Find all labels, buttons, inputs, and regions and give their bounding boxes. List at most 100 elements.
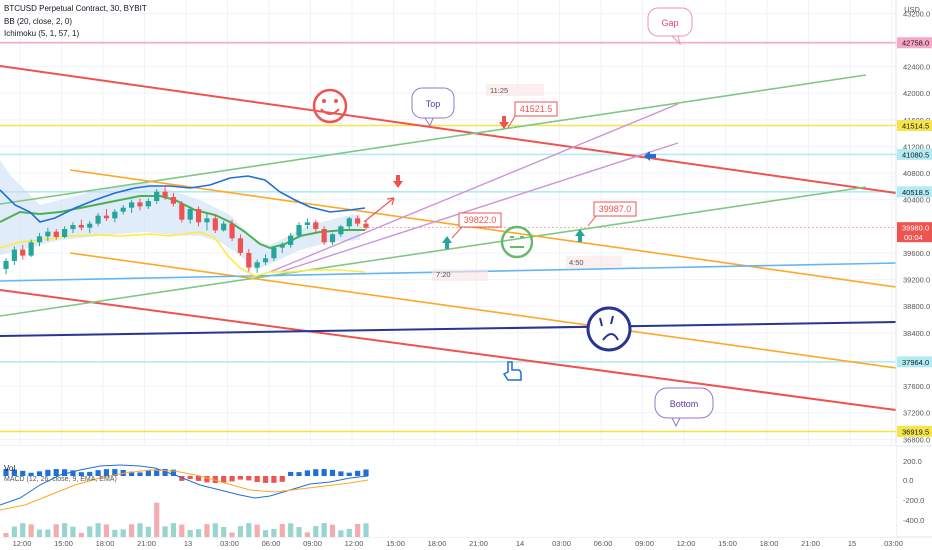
- volume-bar: [145, 526, 151, 537]
- time-tick-label: 15:00: [54, 539, 73, 548]
- price-tick-label: 42000.0: [903, 89, 930, 98]
- candle-body: [254, 262, 260, 268]
- volume-bar: [112, 529, 118, 537]
- candle-body: [363, 223, 369, 228]
- bb-legend[interactable]: BB (20, close, 2, 0): [4, 17, 73, 26]
- price-marker-label: 41514.5: [902, 122, 929, 131]
- price-marker-box: [897, 425, 932, 437]
- macd-lines: [0, 464, 369, 511]
- candle-body: [162, 191, 168, 198]
- volume-bar: [221, 526, 227, 537]
- price-label-39987: 39987.0: [587, 201, 637, 227]
- macd-histogram-bar: [145, 470, 151, 476]
- price-marker-box: [897, 222, 932, 243]
- volume-bar: [288, 523, 294, 537]
- gap-callout[interactable]: Gap: [647, 7, 693, 46]
- price-tick-label: 40400.0: [903, 196, 930, 205]
- volume-bar: [212, 523, 218, 537]
- volume-bar: [95, 523, 101, 537]
- candle-body: [246, 252, 252, 268]
- macd-histogram-bar: [3, 469, 9, 476]
- candle-body: [145, 201, 151, 207]
- svg-text:4:50: 4:50: [569, 258, 584, 267]
- macd-histogram-bar: [70, 470, 76, 476]
- volume-bar: [237, 526, 244, 537]
- macd-histogram-bar: [321, 469, 327, 476]
- volume-bar: [271, 529, 277, 537]
- price-marker-box: [897, 148, 932, 160]
- gap-label: Gap: [661, 18, 678, 28]
- candle-body: [62, 228, 68, 237]
- arrow-icons: [363, 116, 656, 249]
- macd-histogram-bar: [187, 476, 193, 480]
- macd-histogram-bar: [179, 476, 185, 481]
- macd-histogram-bar: [95, 470, 101, 476]
- macd-histogram-bar: [53, 469, 59, 476]
- time-tick-label: 09:00: [303, 539, 322, 548]
- volume-bar: [20, 523, 26, 537]
- confused-face-icon: [586, 306, 632, 352]
- volume-bar: [187, 529, 193, 537]
- time-tick-label: 06:00: [262, 539, 281, 548]
- volume-bar: [62, 523, 68, 537]
- volume-bar: [70, 526, 76, 537]
- countdown-450: 4:50: [566, 256, 622, 268]
- candle-body: [128, 202, 135, 208]
- time-tick-label: 21:00: [469, 539, 488, 548]
- candle-body: [11, 249, 17, 261]
- macd-histogram-bar: [221, 476, 227, 483]
- ichimoku-legend[interactable]: Ichimoku (5, 1, 57, 1): [4, 29, 80, 38]
- volume-bar: [170, 523, 177, 537]
- top-callout[interactable]: Top: [411, 87, 455, 128]
- bottom-label: Bottom: [670, 399, 699, 409]
- smile-face-icon: [312, 88, 348, 124]
- price-marker-label: 37964.0: [902, 358, 929, 367]
- macd-histogram-bar: [204, 476, 210, 483]
- macd-legend[interactable]: MACD (12, 26, close, 9, EMA, EMA): [4, 476, 117, 483]
- volume-bar: [53, 524, 59, 537]
- time-tick-label: 15: [848, 539, 856, 548]
- price-marker-label: 42758.0: [902, 39, 929, 48]
- macd-histogram-bar: [78, 472, 84, 476]
- candle-body: [271, 247, 277, 259]
- volume-bar: [254, 524, 260, 537]
- macd-histogram-bar: [128, 471, 135, 476]
- volume-bar: [229, 532, 235, 537]
- volume-bar: [87, 526, 93, 537]
- trend-lines: [0, 65, 897, 411]
- macd-histogram-bar: [154, 469, 160, 476]
- symbol-legend[interactable]: BTCUSD Perpetual Contract, 30, BYBIT: [4, 4, 147, 13]
- volume-bar: [313, 526, 319, 537]
- volume-bar: [128, 524, 135, 537]
- candle-body: [288, 235, 294, 245]
- candle-body: [45, 231, 51, 237]
- oscillator-tick-label: 200.0: [903, 457, 922, 466]
- price-marker-box: [897, 186, 932, 198]
- candle-body: [313, 222, 319, 229]
- time-tick-label: 03:00: [552, 539, 571, 548]
- bottom-callout[interactable]: Bottom: [654, 387, 714, 428]
- price-tick-label: 36800.0: [903, 435, 930, 444]
- arrow-down-icon: [499, 116, 509, 129]
- price-marker-boxes: 42758.0 41514.5 41080.5 40518.5 39980.000:04…: [897, 37, 932, 437]
- candle-body: [237, 238, 244, 253]
- candle-body: [137, 202, 143, 207]
- price-marker-label: 40518.5: [902, 188, 929, 197]
- vol-legend[interactable]: Vol: [4, 464, 16, 473]
- volume-bar: [329, 524, 336, 537]
- oscillator-axis: 200.0 0.0 -200.0 -400.0: [903, 457, 924, 525]
- macd-histogram-bar: [237, 476, 244, 480]
- candle-body: [170, 197, 177, 204]
- volume-bar: [78, 532, 84, 537]
- oscillator-tick-label: 0.0: [903, 476, 913, 485]
- volume-bar: [28, 524, 34, 537]
- macd-histogram-bar: [212, 476, 218, 483]
- candle-body: [346, 218, 352, 227]
- time-axis[interactable]: 12:00 15:00 18:00 21:00 13 03:00 06:00 09:00 12:…: [13, 539, 903, 548]
- price-tick-label: 39600.0: [903, 249, 930, 258]
- macd-histogram-bar: [329, 469, 336, 476]
- candle-body: [355, 218, 361, 224]
- candle-body: [187, 209, 193, 220]
- top-label: Top: [426, 99, 441, 109]
